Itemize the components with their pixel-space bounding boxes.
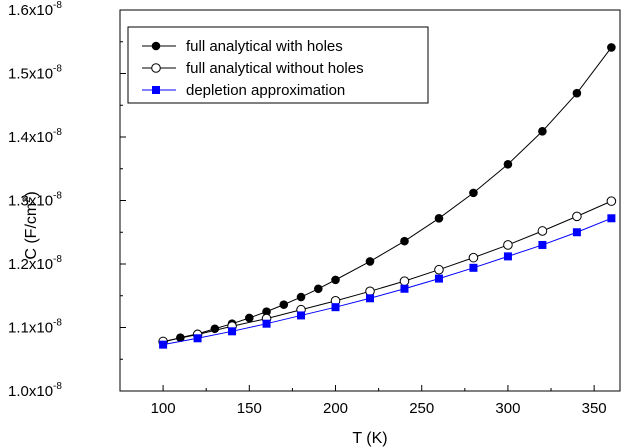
data-point [245, 313, 254, 323]
plot-area [158, 43, 617, 349]
legend-marker [152, 86, 160, 94]
x-tick-label: 300 [495, 400, 520, 417]
y-tick-exponent: -8 [53, 0, 62, 11]
legend-marker [151, 63, 161, 73]
x-tick-label: 250 [409, 400, 434, 417]
data-point [159, 340, 168, 349]
y-tick-mantissa: 1.2x10 [8, 256, 53, 273]
data-point [400, 284, 409, 293]
y-tick-exponent: -8 [53, 318, 62, 329]
y-tick-label: 1.6x10-8 [8, 0, 62, 19]
y-tick-mantissa: 1.1x10 [8, 320, 53, 337]
data-point [607, 214, 616, 223]
data-point [400, 236, 409, 246]
data-point [468, 252, 479, 263]
y-tick-label: 1.0x10-8 [8, 381, 62, 400]
y-tick-exponent: -8 [53, 254, 62, 265]
y-tick-mantissa: 1.5x10 [8, 66, 53, 83]
x-tick-label: 200 [323, 400, 348, 417]
y-tick-exponent: -8 [53, 127, 62, 138]
series-group [158, 43, 617, 349]
legend-item-3: depletion approximation [142, 82, 345, 99]
data-point [537, 226, 548, 236]
data-point [366, 294, 374, 303]
data-point [262, 319, 271, 328]
data-point [503, 160, 513, 169]
data-point [538, 240, 547, 249]
legend-item-1: full analytical with holes [142, 38, 343, 55]
series-line [163, 217, 612, 346]
data-point [210, 324, 220, 334]
data-point [469, 263, 478, 272]
legend-label: depletion approximation [186, 82, 345, 99]
legend-box [127, 26, 429, 104]
data-point [279, 300, 289, 309]
legend-label: full analytical with holes [186, 38, 343, 55]
data-point [365, 257, 375, 266]
y-axis-title-superscript: 2 [21, 197, 33, 203]
y-tick-label: 1.3x10-8 [8, 191, 62, 210]
data-point [313, 284, 323, 294]
x-tick-label: 100 [151, 400, 176, 417]
series-2 [158, 196, 617, 347]
data-point [434, 274, 443, 283]
data-point [572, 88, 582, 98]
y-tick-label: 1.4x10-8 [8, 127, 62, 146]
y-tick-exponent: -8 [53, 191, 62, 202]
y-tick-mantissa: 1.3x10 [8, 193, 53, 210]
y-tick-mantissa: 1.4x10 [8, 129, 53, 146]
data-point [503, 252, 512, 261]
data-point [469, 188, 478, 198]
y-tick-label: 1.1x10-8 [8, 318, 62, 337]
y-tick-exponent: -8 [53, 64, 62, 75]
y-tick-mantissa: 1.6x10 [8, 2, 53, 19]
data-point [297, 311, 306, 320]
legend-marker [151, 41, 161, 51]
data-point [262, 307, 271, 316]
x-axis-title: T (K) [352, 430, 387, 447]
y-tick-exponent: -8 [53, 381, 62, 392]
data-point [572, 228, 581, 237]
data-point [607, 43, 616, 52]
data-point [193, 334, 202, 343]
data-point [296, 292, 306, 302]
y-tick-label: 1.2x10-8 [8, 254, 62, 273]
data-point [572, 211, 582, 222]
data-point [331, 275, 340, 285]
data-point [434, 264, 444, 275]
y-tick-mantissa: 1.0x10 [8, 383, 53, 400]
y-axis-title: C (F/cm2) [21, 191, 40, 259]
series-line [163, 200, 612, 342]
legend-label: full analytical without holes [186, 60, 364, 77]
data-point [399, 276, 410, 286]
series-3 [159, 214, 616, 349]
y-tick-label: 1.5x10-8 [8, 64, 62, 83]
legend-item-2: full analytical without holes [142, 60, 364, 77]
data-point [434, 213, 444, 223]
y-axis-title-suffix: ) [23, 191, 40, 196]
data-point [331, 303, 340, 312]
data-point [538, 126, 547, 136]
x-tick-label: 150 [237, 400, 262, 417]
data-point [503, 240, 513, 250]
data-point [228, 327, 237, 336]
data-point [606, 196, 617, 206]
x-tick-label: 350 [582, 400, 607, 417]
legend: full analytical with holes full analytica… [127, 26, 429, 104]
y-axis-title-prefix: C (F/cm [23, 203, 40, 260]
axes: 100 150 200 250 300 3501.0x10-81.1x10-81.2x10… [8, 0, 621, 417]
